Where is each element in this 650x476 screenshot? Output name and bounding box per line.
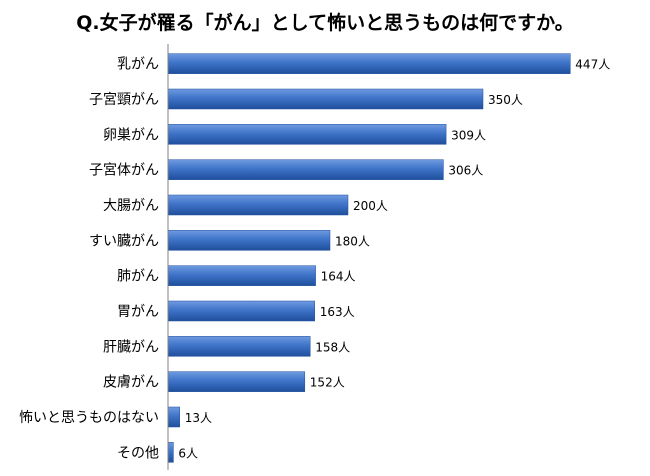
value-label: 164人 [321,270,356,284]
category-labels: 乳がん子宮頸がん卵巣がん子宮体がん大腸がんすい臓がん肺がん胃がん肝臓がん皮膚がん… [19,57,159,462]
category-label: 胃がん [117,304,159,320]
category-label: 子宮体がん [89,163,159,179]
category-label: 乳がん [117,57,159,73]
value-label: 13人 [185,411,212,425]
bar [167,300,315,322]
value-label: 180人 [335,234,370,248]
value-label: 306人 [448,164,483,178]
value-labels: 447人 350人 309人 306人 200人 180人 164人 163人 158人 152人… [178,58,610,461]
value-label: 350人 [488,93,523,107]
category-label: 肺がん [117,269,159,285]
category-label: 卵巣がん [103,127,159,143]
value-label: 152人 [310,376,345,390]
bar [167,124,447,145]
category-label: その他 [117,445,159,461]
category-label: 肝臓がん [103,339,159,355]
category-label: すい臓がん [89,233,159,249]
bar [167,442,174,463]
bar [167,230,331,251]
value-label: 447人 [575,58,610,72]
value-label: 309人 [451,128,486,142]
value-label: 163人 [320,305,355,319]
category-label: 大腸がん [103,198,159,214]
chart-title: Q.女子が罹る「がん」として怖いと思うものは何ですか。 [76,12,574,34]
value-label: 6人 [178,446,198,460]
bar [167,53,571,74]
value-label: 158人 [315,340,350,354]
value-label: 200人 [353,199,388,213]
bar [167,159,444,180]
bar [167,406,180,428]
category-label: 皮膚がん [103,375,159,391]
bar [167,88,484,110]
bar [167,371,306,392]
category-label: 怖いと思うものはない [19,409,159,426]
bar [167,336,311,357]
bar [167,265,316,286]
bar [167,194,349,216]
bars-layer [167,53,571,463]
category-label: 子宮頸がん [89,92,159,108]
